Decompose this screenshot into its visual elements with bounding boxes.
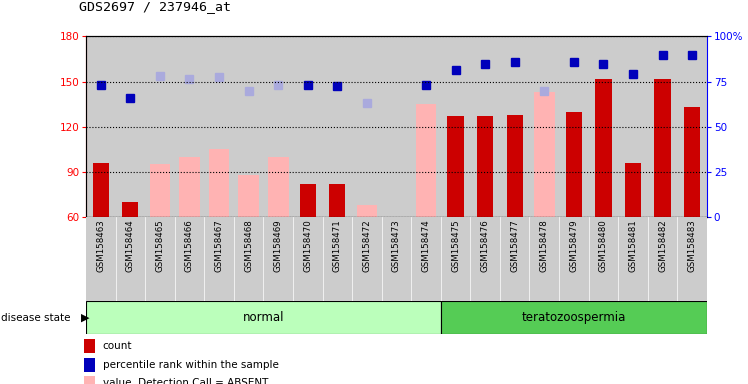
- Bar: [441, 36, 470, 217]
- Text: normal: normal: [242, 311, 284, 324]
- Bar: [416, 104, 436, 217]
- Bar: [559, 36, 589, 217]
- Bar: [559, 217, 589, 301]
- Text: GSM158480: GSM158480: [599, 220, 608, 272]
- Bar: [293, 217, 322, 301]
- Bar: [175, 36, 204, 217]
- Bar: [441, 217, 470, 301]
- Bar: [86, 36, 116, 217]
- Bar: [618, 36, 648, 217]
- Bar: [534, 92, 554, 217]
- Text: GSM158477: GSM158477: [510, 220, 519, 272]
- Text: GSM158472: GSM158472: [362, 220, 371, 272]
- Bar: [293, 36, 322, 217]
- Text: GSM158474: GSM158474: [422, 220, 431, 272]
- Bar: [530, 217, 559, 301]
- Bar: [381, 217, 411, 301]
- Bar: [618, 217, 648, 301]
- Bar: [357, 205, 377, 217]
- Bar: [352, 36, 381, 217]
- Bar: [300, 184, 316, 217]
- Text: percentile rank within the sample: percentile rank within the sample: [102, 360, 279, 370]
- Bar: [209, 149, 230, 217]
- Bar: [204, 217, 234, 301]
- Bar: [411, 36, 441, 217]
- Bar: [234, 217, 263, 301]
- Text: GSM158479: GSM158479: [569, 220, 578, 272]
- Text: GSM158467: GSM158467: [215, 220, 224, 272]
- Bar: [234, 36, 263, 217]
- Bar: [500, 36, 530, 217]
- Text: GSM158470: GSM158470: [303, 220, 312, 272]
- Text: GDS2697 / 237946_at: GDS2697 / 237946_at: [79, 0, 230, 13]
- Bar: [322, 217, 352, 301]
- Bar: [654, 79, 671, 217]
- Bar: [145, 36, 175, 217]
- Bar: [84, 376, 95, 384]
- Bar: [116, 217, 145, 301]
- Text: GSM158481: GSM158481: [628, 220, 637, 272]
- Text: disease state: disease state: [1, 313, 71, 323]
- Bar: [648, 36, 677, 217]
- Text: GSM158466: GSM158466: [185, 220, 194, 272]
- Text: GSM158468: GSM158468: [244, 220, 253, 272]
- Text: GSM158464: GSM158464: [126, 220, 135, 272]
- Bar: [595, 79, 612, 217]
- Text: GSM158463: GSM158463: [96, 220, 105, 272]
- Text: GSM158475: GSM158475: [451, 220, 460, 272]
- Bar: [86, 217, 116, 301]
- Bar: [180, 157, 200, 217]
- Text: GSM158478: GSM158478: [540, 220, 549, 272]
- Bar: [470, 36, 500, 217]
- Bar: [477, 116, 493, 217]
- Bar: [93, 163, 109, 217]
- Text: GSM158465: GSM158465: [156, 220, 165, 272]
- Bar: [589, 36, 618, 217]
- Bar: [411, 217, 441, 301]
- Text: count: count: [102, 341, 132, 351]
- Bar: [329, 184, 346, 217]
- Bar: [565, 112, 582, 217]
- Bar: [239, 175, 259, 217]
- Text: value, Detection Call = ABSENT: value, Detection Call = ABSENT: [102, 378, 269, 384]
- Text: GSM158483: GSM158483: [687, 220, 696, 272]
- Bar: [263, 217, 293, 301]
- Text: GSM158469: GSM158469: [274, 220, 283, 272]
- Bar: [145, 217, 175, 301]
- Text: ▶: ▶: [81, 313, 89, 323]
- Bar: [506, 115, 523, 217]
- Bar: [589, 217, 618, 301]
- Bar: [684, 107, 700, 217]
- Bar: [677, 36, 707, 217]
- Bar: [322, 36, 352, 217]
- Bar: [500, 217, 530, 301]
- Bar: [175, 217, 204, 301]
- Bar: [648, 217, 677, 301]
- Text: GSM158473: GSM158473: [392, 220, 401, 272]
- Bar: [677, 217, 707, 301]
- Bar: [150, 164, 171, 217]
- Text: GSM158471: GSM158471: [333, 220, 342, 272]
- Bar: [352, 217, 381, 301]
- Bar: [84, 358, 95, 372]
- Bar: [263, 36, 293, 217]
- Bar: [204, 36, 234, 217]
- Bar: [441, 301, 707, 334]
- Text: GSM158482: GSM158482: [658, 220, 667, 272]
- Bar: [116, 36, 145, 217]
- Bar: [122, 202, 138, 217]
- Bar: [625, 163, 641, 217]
- Bar: [470, 217, 500, 301]
- Bar: [268, 157, 289, 217]
- Bar: [86, 301, 441, 334]
- Text: teratozoospermia: teratozoospermia: [521, 311, 626, 324]
- Bar: [381, 36, 411, 217]
- Bar: [447, 116, 464, 217]
- Text: GSM158476: GSM158476: [481, 220, 490, 272]
- Bar: [530, 36, 559, 217]
- Bar: [84, 339, 95, 353]
